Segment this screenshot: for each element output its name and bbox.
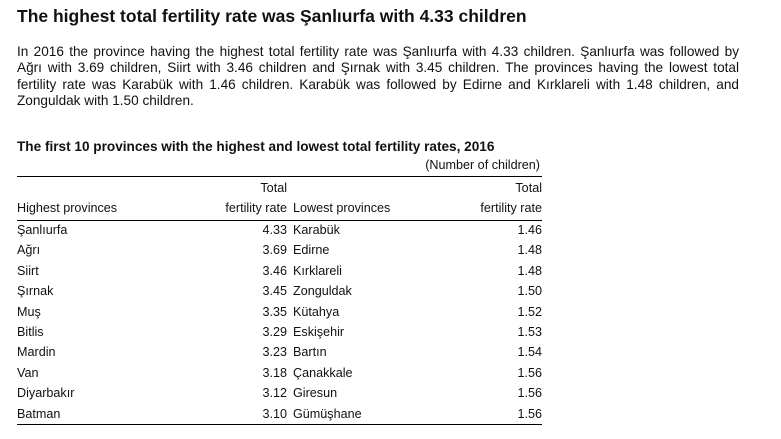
lowest-rate-cell: 1.53 — [517, 325, 542, 340]
highest-province-cell: Şanlıurfa — [17, 223, 68, 237]
table-row: Ağrı 3.69 Edirne 1.48 — [17, 240, 542, 260]
fertility-table: Şanlıurfa 4.33 Karabük 1.46 Ağrı 3.69 Edirne 1.… — [17, 220, 542, 424]
table-row: Muş 3.35 Kütahya 1.52 — [17, 302, 542, 322]
lowest-province-cell: Kırklareli — [293, 263, 342, 278]
table-row: Bitlis 3.29 Eskişehir 1.53 — [17, 322, 542, 342]
lowest-province-cell: Kütahya — [293, 304, 340, 319]
lowest-province-cell: Eskişehir — [293, 325, 345, 340]
highest-rate-cell: 3.10 — [262, 406, 287, 421]
lowest-rate-cell: 1.52 — [517, 304, 542, 319]
summary-paragraph: In 2016 the province having the highest … — [17, 44, 739, 109]
highest-rate-cell: 3.29 — [262, 325, 287, 340]
lowest-rate-cell: 1.48 — [517, 243, 542, 258]
lowest-rate-cell: 1.48 — [517, 263, 542, 278]
header-lowest-rate-line2: fertility rate — [480, 201, 542, 215]
highest-province-cell: Muş — [17, 304, 41, 319]
highest-rate-cell: 3.45 — [262, 284, 287, 299]
highest-rate-cell: 3.69 — [262, 243, 287, 258]
lowest-province-cell: Bartın — [293, 345, 327, 360]
lowest-rate-cell: 1.46 — [517, 223, 542, 237]
lowest-rate-cell: 1.56 — [517, 365, 542, 380]
table-row: Şırnak 3.45 Zonguldak 1.50 — [17, 281, 542, 301]
lowest-province-cell: Edirne — [293, 243, 330, 258]
highest-rate-cell: 3.18 — [262, 365, 287, 380]
highest-province-cell: Batman — [17, 406, 61, 421]
highest-province-cell: Diyarbakır — [17, 386, 75, 401]
highest-province-cell: Ağrı — [17, 243, 41, 258]
highest-rate-cell: 3.46 — [262, 263, 287, 278]
header-lowest-rate-line1: Total — [515, 181, 542, 195]
table-body: Şanlıurfa 4.33 Karabük 1.46 Ağrı 3.69 Edirne 1.… — [17, 220, 542, 424]
table-top-rule — [17, 176, 542, 177]
table-row: Van 3.18 Çanakkale 1.56 — [17, 363, 542, 383]
highest-province-cell: Şırnak — [17, 284, 54, 299]
header-highest-rate-line1: Total — [260, 181, 287, 195]
table-row: Mardin 3.23 Bartın 1.54 — [17, 342, 542, 362]
table-title: The first 10 provinces with the highest … — [17, 139, 495, 154]
highest-rate-cell: 3.12 — [262, 386, 287, 401]
table-header-rule — [17, 220, 542, 221]
table-row: Siirt 3.46 Kırklareli 1.48 — [17, 261, 542, 281]
lowest-province-cell: Gümüşhane — [293, 406, 362, 421]
header-highest-provinces: Highest provinces — [17, 201, 118, 215]
header-lowest-provinces: Lowest provinces — [293, 201, 391, 215]
highest-rate-cell: 4.33 — [262, 223, 287, 237]
lowest-rate-cell: 1.56 — [517, 406, 542, 421]
lowest-rate-cell: 1.50 — [517, 284, 542, 299]
table-row: Batman 3.10 Gümüşhane 1.56 — [17, 404, 542, 424]
unit-note: (Number of children) — [425, 158, 540, 172]
lowest-province-cell: Karabük — [293, 223, 340, 237]
lowest-province-cell: Giresun — [293, 386, 338, 401]
highest-province-cell: Van — [17, 365, 39, 380]
highest-rate-cell: 3.23 — [262, 345, 287, 360]
lowest-rate-cell: 1.56 — [517, 386, 542, 401]
highest-province-cell: Siirt — [17, 263, 39, 278]
highest-province-cell: Bitlis — [17, 325, 44, 340]
header-highest-rate-line2: fertility rate — [225, 201, 287, 215]
table-row: Diyarbakır 3.12 Giresun 1.56 — [17, 383, 542, 403]
lowest-province-cell: Zonguldak — [293, 284, 352, 299]
table-bottom-rule — [17, 424, 542, 425]
lowest-rate-cell: 1.54 — [517, 345, 542, 360]
highest-province-cell: Mardin — [17, 345, 56, 360]
highest-rate-cell: 3.35 — [262, 304, 287, 319]
table-row: Şanlıurfa 4.33 Karabük 1.46 — [17, 220, 542, 240]
page-title: The highest total fertility rate was Şan… — [17, 6, 527, 26]
lowest-province-cell: Çanakkale — [293, 365, 353, 380]
